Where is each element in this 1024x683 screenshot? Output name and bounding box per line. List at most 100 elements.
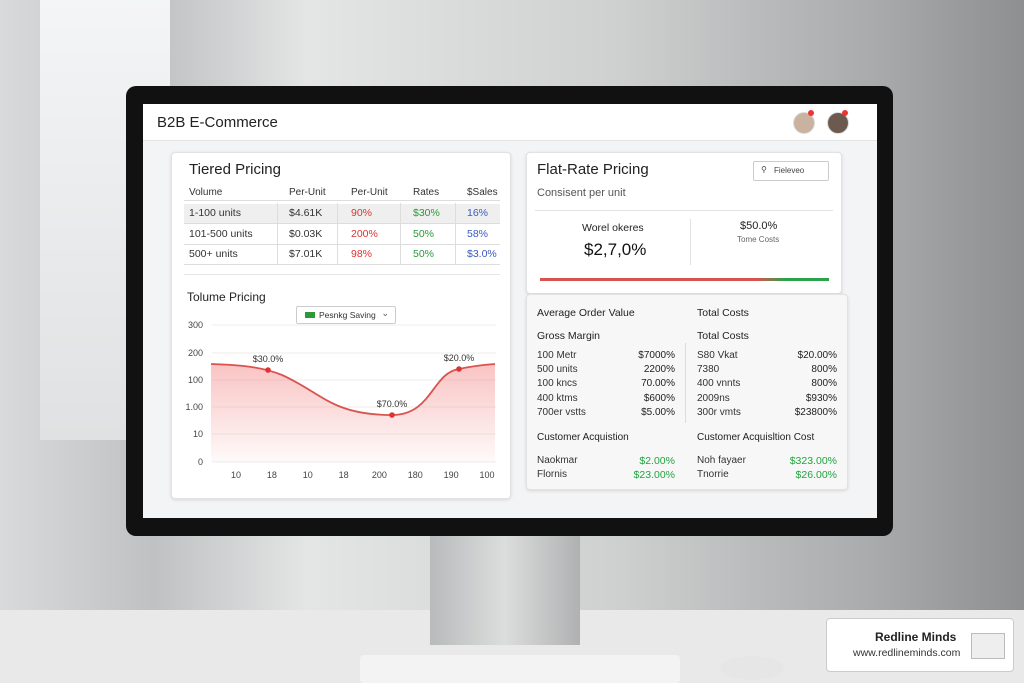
search-icon: ⚲ [761, 165, 767, 174]
metric-value: $50.0% [740, 220, 778, 232]
notification-dot [808, 110, 814, 116]
col-divider [337, 203, 338, 265]
y-tick-label: 200 [188, 348, 203, 358]
row-label: 400 vnnts [697, 378, 741, 390]
legend-label: Pesnkg Saving [319, 310, 376, 320]
row-label: 100 Metr [537, 350, 577, 361]
row-label: Naokmar [537, 455, 578, 466]
brand-name: Redline Minds [875, 630, 957, 644]
table-cell: 200% [351, 228, 378, 240]
watermark: Redline Minds www.redlineminds.com [826, 618, 1014, 672]
table-cell: 16% [467, 207, 489, 219]
screen: B2B E-Commerce Tiered Pricing Volume Per-Un… [143, 104, 877, 518]
row-value: $26.00% [795, 469, 837, 481]
x-tick-label: 18 [339, 470, 349, 480]
table-cell: 1-100 units [189, 207, 241, 219]
row-highlight [184, 204, 500, 223]
vertical-divider [690, 219, 691, 265]
row-label: S80 Vkat [697, 350, 738, 361]
col-divider [400, 203, 401, 265]
row-value: $930% [805, 392, 837, 404]
y-tick-label: 300 [188, 320, 203, 330]
legend-swatch [305, 312, 315, 318]
row-divider [184, 223, 500, 224]
column-header: Volume [189, 187, 223, 198]
row-divider [184, 244, 500, 245]
row-label: Noh fayaer [697, 455, 746, 466]
row-label: 700er vstts [537, 406, 586, 418]
panel-subtitle: Consisent per unit [537, 187, 626, 199]
metric-label: Worel okeres [582, 222, 644, 234]
row-label: Tnorrie [697, 469, 729, 480]
x-tick-label: 180 [408, 470, 423, 480]
dropdown-label: Fieleveo [774, 166, 805, 175]
section-heading: Customer Acquisltion Cost [697, 432, 815, 443]
column-header: $Sales [467, 187, 498, 198]
x-tick-label: 100 [479, 470, 494, 480]
section-heading: Customer Acquistion [537, 432, 629, 443]
row-label: 300r vmts [697, 406, 741, 418]
stand [430, 535, 580, 645]
curve-point [389, 412, 395, 418]
y-tick-label: 10 [193, 429, 203, 439]
panel-title: Flat-Rate Pricing [537, 161, 649, 178]
keyboard [360, 655, 680, 683]
row-value: $20.00% [797, 350, 837, 361]
metric-value: $2,7,0% [584, 240, 647, 259]
table-cell: $30% [413, 207, 440, 219]
table-cell: $0.03K [289, 228, 323, 240]
section-title: Tolume Pricing [187, 290, 266, 304]
panel-title: Tiered Pricing [189, 161, 281, 178]
row-value: $2.00% [639, 455, 675, 467]
row-value: $323.00% [789, 455, 837, 467]
row-value: $23.00% [633, 469, 675, 481]
y-tick-label: 0 [198, 457, 203, 467]
x-tick-label: 10 [303, 470, 313, 480]
vertical-divider [685, 343, 686, 423]
table-cell: 50% [413, 228, 435, 240]
curve-point [265, 367, 271, 373]
table-cell: 101-500 units [189, 228, 253, 240]
x-tick-label: 10 [231, 470, 241, 480]
curve-point [456, 366, 462, 372]
row-label: Flornis [537, 469, 568, 480]
x-tick-label: 18 [267, 470, 277, 480]
x-tick-label: 200 [372, 470, 387, 480]
table-cell: 50% [413, 248, 435, 260]
dropdown[interactable]: Fieleveo ⚲ [753, 161, 829, 181]
row-value: $23800% [794, 406, 837, 418]
section-divider [184, 274, 500, 275]
table-cell: $3.0% [467, 248, 497, 260]
metric-label: Tome Costs [737, 235, 780, 244]
brand-logo [971, 633, 1005, 659]
stats-panel: Average Order Value Gross Margin 100 Metr $… [526, 294, 848, 490]
point-annotation: $70.0% [377, 399, 408, 409]
avatar [793, 112, 815, 134]
heading: Total Costs [697, 307, 749, 319]
table-cell: $4.61K [289, 207, 323, 219]
row-label: 2009ns [697, 392, 730, 404]
column-header: Rates [413, 187, 440, 198]
row-value: $600% [643, 392, 675, 404]
y-tick-label: 100 [188, 375, 203, 385]
row-label: 400 ktms [537, 392, 578, 404]
column-header: Per-Unit [289, 187, 326, 198]
chevron: ⌄ [381, 308, 389, 318]
row-value: $5.00% [641, 406, 675, 418]
table-cell: $7.01K [289, 248, 323, 260]
subheading: Total Costs [697, 330, 749, 342]
flat-panel: Flat-Rate Pricing Fieleveo ⚲ Consisent per … [526, 152, 842, 294]
curve-area [211, 364, 495, 462]
point-annotation: $20.0% [444, 353, 475, 363]
row-label: 7380 [697, 364, 720, 376]
row-label: 100 kncs [537, 378, 578, 390]
row-value: 800% [811, 378, 837, 390]
table-cell: 500+ units [189, 248, 238, 260]
column-header: Per-Unit [351, 187, 388, 198]
x-tick-label: 190 [444, 470, 459, 480]
row-value: $7000% [638, 350, 675, 361]
row-divider [184, 264, 500, 265]
tiered-panel: Tiered Pricing Volume Per-Unit Per-Unit Rate… [171, 152, 511, 499]
